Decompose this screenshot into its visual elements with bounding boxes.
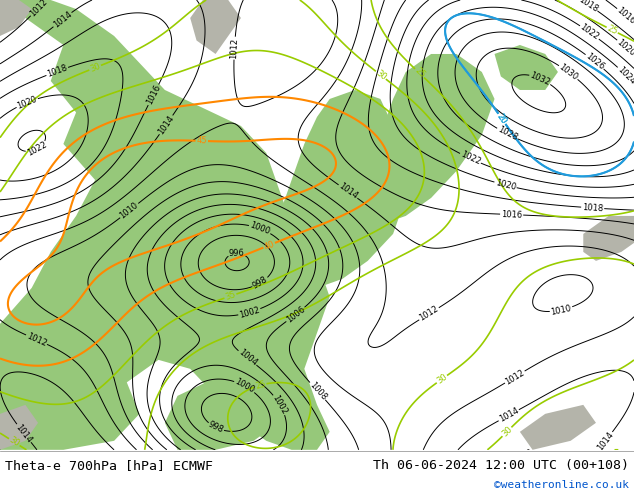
Polygon shape xyxy=(266,90,406,288)
Text: 20: 20 xyxy=(495,112,508,126)
Text: 1010: 1010 xyxy=(118,200,140,220)
Text: 1004: 1004 xyxy=(236,348,259,368)
Text: 1014: 1014 xyxy=(157,114,176,136)
Text: 1014: 1014 xyxy=(51,9,74,29)
Text: 1020: 1020 xyxy=(16,95,39,111)
Text: 1016: 1016 xyxy=(501,210,522,220)
Text: 1010: 1010 xyxy=(550,303,573,317)
Text: Th 06-06-2024 12:00 UTC (00+108): Th 06-06-2024 12:00 UTC (00+108) xyxy=(373,459,629,471)
Text: 30: 30 xyxy=(8,436,21,449)
Text: 1018: 1018 xyxy=(46,63,68,79)
Text: 1024: 1024 xyxy=(616,65,634,86)
Text: Theta-e 700hPa [hPa] ECMWF: Theta-e 700hPa [hPa] ECMWF xyxy=(5,459,213,471)
Text: 1030: 1030 xyxy=(557,62,579,82)
Text: 35: 35 xyxy=(224,290,237,302)
Text: 1012: 1012 xyxy=(503,368,526,386)
Text: 998: 998 xyxy=(207,420,225,435)
Text: 40: 40 xyxy=(262,239,276,251)
Text: ©weatheronline.co.uk: ©weatheronline.co.uk xyxy=(494,480,629,490)
Polygon shape xyxy=(583,216,634,261)
Text: 996: 996 xyxy=(229,249,245,258)
Text: 1000: 1000 xyxy=(249,221,271,237)
Text: 1016: 1016 xyxy=(145,83,162,106)
Text: 1006: 1006 xyxy=(285,304,307,324)
Text: 1008: 1008 xyxy=(307,380,328,402)
Text: 998: 998 xyxy=(251,275,269,291)
Text: 1028: 1028 xyxy=(496,125,519,143)
Polygon shape xyxy=(0,0,330,450)
Text: 1016: 1016 xyxy=(615,6,634,26)
Text: 1014: 1014 xyxy=(14,422,34,444)
Text: 1014: 1014 xyxy=(595,430,616,452)
Text: 1012: 1012 xyxy=(28,0,49,18)
Text: 25: 25 xyxy=(254,379,267,391)
Text: 45: 45 xyxy=(197,136,207,146)
Polygon shape xyxy=(0,0,32,36)
Text: 1020: 1020 xyxy=(495,178,517,192)
Text: 1014: 1014 xyxy=(337,182,359,201)
Polygon shape xyxy=(0,333,38,378)
Text: 1026: 1026 xyxy=(584,51,606,72)
Text: 1002: 1002 xyxy=(238,305,261,319)
Text: 1032: 1032 xyxy=(529,71,552,87)
Text: 1022: 1022 xyxy=(25,140,48,158)
Text: 30: 30 xyxy=(435,372,449,386)
Text: 1012: 1012 xyxy=(418,304,441,323)
Polygon shape xyxy=(495,45,558,90)
Text: 1014: 1014 xyxy=(497,406,520,424)
Polygon shape xyxy=(190,0,241,54)
Text: 25: 25 xyxy=(605,24,619,36)
Polygon shape xyxy=(520,405,596,450)
Text: 1000: 1000 xyxy=(233,377,256,395)
Text: 1022: 1022 xyxy=(578,23,600,42)
Polygon shape xyxy=(0,405,38,450)
Text: 1002: 1002 xyxy=(271,393,289,416)
Text: 30: 30 xyxy=(374,69,388,82)
Polygon shape xyxy=(349,54,495,225)
Text: 1012: 1012 xyxy=(230,37,240,59)
Text: 1022: 1022 xyxy=(459,150,482,167)
Text: 1018: 1018 xyxy=(576,0,599,14)
Text: 1020: 1020 xyxy=(615,37,634,58)
Text: 30: 30 xyxy=(500,425,514,439)
Text: 30: 30 xyxy=(89,62,101,74)
Text: 20: 20 xyxy=(495,112,508,126)
Text: 1018: 1018 xyxy=(582,203,604,213)
Text: 25: 25 xyxy=(413,66,427,80)
Polygon shape xyxy=(165,378,279,450)
Text: 1012: 1012 xyxy=(25,331,48,348)
